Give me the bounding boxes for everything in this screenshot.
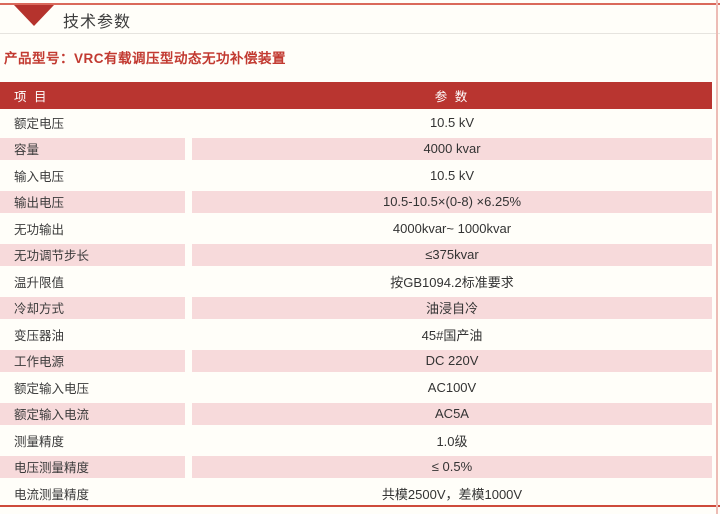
table-row: 无功调节步长 ≤375kvar (0, 242, 712, 269)
row-item-label: 额定输入电压 (14, 381, 90, 396)
row-param-value: 10.5 kV (429, 167, 475, 183)
table-row: 温升限值 按GB1094.2标准要求 (0, 268, 712, 295)
row-param-value: 4000 kvar (192, 137, 712, 160)
row-param-value: AC100V (427, 379, 477, 395)
title-divider (0, 33, 720, 34)
row-param-value: ≤375kvar (192, 243, 712, 266)
table-row: 额定电压 10.5 kV (0, 109, 712, 136)
down-triangle-icon (14, 5, 54, 26)
row-item-label: 无功调节步长 (0, 243, 185, 266)
top-accent-line (0, 3, 720, 5)
table-row: 电流测量精度 共模2500V，差模1000V (0, 480, 712, 507)
row-item-label: 变压器油 (14, 328, 65, 343)
row-item-label: 容量 (0, 137, 185, 160)
row-param-value: 共模2500V，差模1000V (381, 486, 523, 502)
row-param-value: 4000kvar~ 1000kvar (392, 220, 512, 236)
header-item-label: 项 目 (14, 90, 49, 104)
table-row: 冷却方式 油浸自冷 (0, 295, 712, 322)
row-item-label: 工作电源 (0, 349, 185, 372)
table-row: 电压测量精度 ≤ 0.5% (0, 454, 712, 481)
spec-table: 项 目 参 数 额定电压 10.5 kV 容量 4000 kvar 输入电压 10.5 k… (0, 82, 712, 507)
row-item-label: 电压测量精度 (0, 455, 185, 478)
table-row: 额定输入电压 AC100V (0, 374, 712, 401)
row-item-label: 冷却方式 (0, 296, 185, 319)
product-model-text: 产品型号：VRC有载调压型动态无功补偿装置 (4, 51, 287, 66)
row-param-value: 1.0级 (436, 433, 468, 449)
row-param-value: 按GB1094.2标准要求 (390, 274, 514, 290)
row-param-value: 油浸自冷 (192, 296, 712, 319)
row-item-label: 电流测量精度 (14, 487, 90, 502)
row-param-value: 10.5-10.5×(0-8) ×6.25% (192, 190, 712, 213)
row-param-value: 45#国产油 (421, 327, 483, 343)
row-param-value: ≤ 0.5% (192, 455, 712, 478)
header-param-label: 参 数 (434, 90, 470, 104)
row-item-label: 额定输入电流 (0, 402, 185, 425)
row-item-label: 输入电压 (14, 169, 65, 184)
page-title: 技术参数 (63, 14, 132, 31)
table-row: 工作电源 DC 220V (0, 348, 712, 375)
row-param-value: DC 220V (192, 349, 712, 372)
row-item-label: 额定电压 (14, 116, 65, 131)
row-param-value: AC5A (192, 402, 712, 425)
right-edge-stripe (716, 0, 718, 514)
row-item-label: 无功输出 (14, 222, 65, 237)
table-row: 额定输入电流 AC5A (0, 401, 712, 428)
row-item-label: 测量精度 (14, 434, 65, 449)
row-item-label: 温升限值 (14, 275, 65, 290)
row-param-value: 10.5 kV (429, 114, 475, 130)
table-row: 输出电压 10.5-10.5×(0-8) ×6.25% (0, 189, 712, 216)
table-row: 变压器油 45#国产油 (0, 321, 712, 348)
table-row: 输入电压 10.5 kV (0, 162, 712, 189)
table-header-row: 项 目 参 数 (0, 82, 712, 109)
table-row: 测量精度 1.0级 (0, 427, 712, 454)
table-row: 无功输出 4000kvar~ 1000kvar (0, 215, 712, 242)
bottom-accent-line (0, 505, 720, 507)
table-row: 容量 4000 kvar (0, 136, 712, 163)
row-item-label: 输出电压 (0, 190, 185, 213)
